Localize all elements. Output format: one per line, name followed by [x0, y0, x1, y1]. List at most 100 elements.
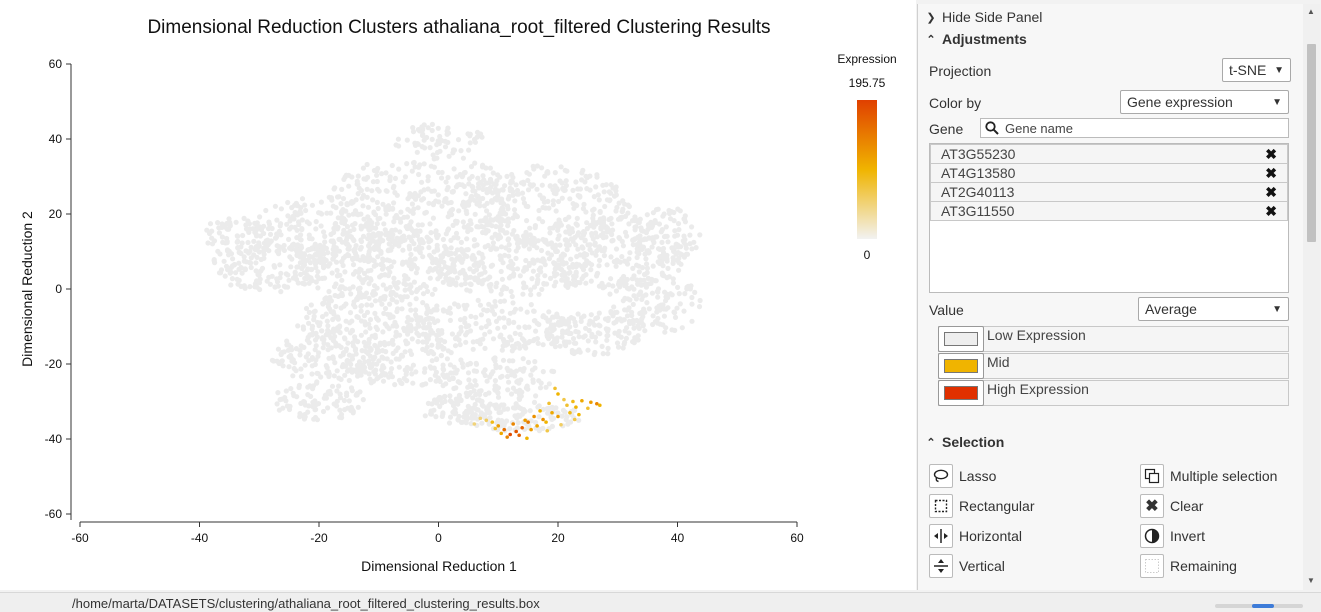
remaining-tool[interactable]: Remaining: [1140, 554, 1237, 578]
selection-section-toggle[interactable]: ⌃ Selection: [926, 434, 1004, 450]
cell-point: [506, 379, 512, 385]
low-color-button[interactable]: [938, 326, 984, 352]
cell-point: [524, 383, 530, 389]
horizontal-tool[interactable]: Horizontal: [929, 524, 1022, 548]
cell-point: [277, 262, 283, 268]
cell-point: [440, 346, 446, 352]
value-select[interactable]: Average ▼: [1138, 297, 1289, 321]
cell-point: [639, 296, 645, 302]
cell-point: [380, 364, 386, 370]
cell-point: [305, 247, 311, 253]
cell-point: [561, 269, 567, 276]
cell-point: [239, 240, 245, 246]
cell-point: [375, 254, 381, 260]
remove-gene-icon[interactable]: ✖: [1265, 183, 1277, 200]
cell-point: [343, 301, 349, 307]
cell-point: [445, 174, 451, 181]
plot-area[interactable]: Dimensional Reduction Clusters athaliana…: [0, 0, 916, 590]
adjustments-section-toggle[interactable]: ⌃ Adjustments: [926, 31, 1026, 47]
remove-gene-icon[interactable]: ✖: [1265, 202, 1277, 219]
hide-side-panel-toggle[interactable]: ❯ Hide Side Panel: [926, 9, 1042, 25]
cell-point: [425, 174, 431, 180]
multiple-selection-tool[interactable]: Multiple selection: [1140, 464, 1277, 488]
cell-point: [535, 238, 541, 244]
cell-point: [493, 318, 500, 324]
cell-point: [476, 224, 482, 230]
mid-color-button[interactable]: [938, 353, 984, 379]
cell-point: [526, 324, 532, 330]
cell-point: [447, 362, 453, 368]
cell-point: [427, 275, 433, 281]
cell-point: [440, 279, 446, 285]
gene-search-input[interactable]: Gene name: [980, 118, 1289, 138]
cell-point: [634, 262, 640, 268]
remove-gene-icon[interactable]: ✖: [1265, 145, 1277, 162]
cell-point: [550, 187, 556, 193]
gene-list-item: AT3G55230 ✖: [930, 144, 1288, 164]
cell-point: [482, 345, 488, 351]
cell-point: [331, 311, 337, 317]
cell-point: [516, 380, 522, 386]
cell-point: [360, 203, 366, 209]
cell-point: [256, 240, 262, 246]
cell-point: [289, 347, 295, 353]
cell-point: [514, 415, 520, 421]
high-color-button[interactable]: [938, 380, 984, 406]
cell-point: [478, 259, 484, 265]
cell-point: [323, 311, 329, 317]
remove-gene-icon[interactable]: ✖: [1265, 164, 1277, 181]
cell-point: [461, 170, 467, 176]
clear-tool[interactable]: ✖ Clear: [1140, 494, 1203, 518]
cell-point: [290, 213, 296, 219]
cell-point: [611, 304, 617, 310]
cell-point: [293, 368, 299, 374]
cell-point: [535, 340, 541, 346]
scroll-up-arrow-icon[interactable]: ▲: [1307, 7, 1315, 16]
cell-point: [555, 410, 561, 416]
cell-point: [558, 321, 564, 328]
cell-point: [622, 328, 628, 334]
cell-point: [425, 125, 431, 131]
cell-point: [553, 191, 559, 197]
cell-point: [466, 392, 472, 398]
cell-point: [651, 239, 657, 246]
projection-select[interactable]: t-SNE ▼: [1222, 58, 1291, 82]
cell-point: [635, 281, 641, 287]
rectangular-tool[interactable]: Rectangular: [929, 494, 1035, 518]
cell-point: [389, 227, 395, 233]
lasso-tool[interactable]: Lasso: [929, 464, 996, 488]
scroll-down-arrow-icon[interactable]: ▼: [1307, 576, 1315, 585]
cell-point: [238, 250, 244, 257]
cell-point: [377, 215, 383, 221]
cell-point: [549, 416, 555, 422]
side-panel-scrollbar[interactable]: ▲ ▼: [1303, 4, 1320, 590]
cell-point: [379, 301, 385, 307]
cell-point: [560, 407, 567, 413]
vertical-tool[interactable]: Vertical: [929, 554, 1005, 578]
cell-point: [679, 325, 685, 331]
cell-point: [559, 195, 565, 201]
cell-point: [566, 316, 572, 322]
cell-point: [408, 251, 414, 258]
scatter-plot[interactable]: Dimensional Reduction Clusters athaliana…: [0, 0, 916, 590]
cell-point: [303, 305, 310, 312]
cell-point: [455, 137, 462, 143]
cell-point: [233, 219, 239, 225]
cell-point: [393, 356, 399, 362]
color-by-select[interactable]: Gene expression ▼: [1120, 90, 1289, 114]
cell-point: [261, 230, 267, 237]
cell-point: [662, 289, 668, 295]
cell-point: [368, 380, 374, 386]
cell-point: [461, 224, 467, 230]
cell-point: [299, 196, 306, 202]
cell-point: [499, 308, 505, 314]
cell-point: [269, 225, 275, 232]
cell-point: [377, 235, 383, 241]
invert-tool[interactable]: Invert: [1140, 524, 1205, 548]
cell-point: [381, 340, 387, 346]
cell-point: [420, 300, 426, 306]
hide-side-panel-label: Hide Side Panel: [942, 9, 1043, 25]
scroll-thumb[interactable]: [1307, 44, 1316, 242]
y-tick-label: -40: [45, 432, 63, 446]
cell-point: [423, 325, 430, 331]
